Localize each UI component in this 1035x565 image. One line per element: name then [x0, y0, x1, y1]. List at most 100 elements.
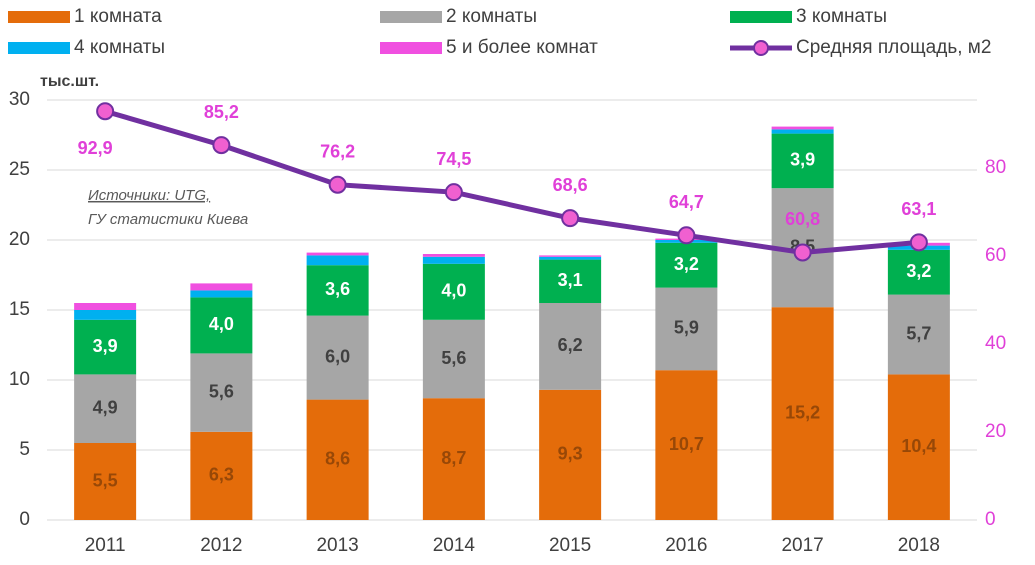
- legend-swatch: [8, 42, 70, 54]
- bar-segment: [771, 129, 834, 134]
- value-label: 4,0: [441, 281, 466, 301]
- bar-segment: [306, 399, 369, 520]
- value-label: 3,9: [790, 150, 815, 170]
- bar-segment: [74, 319, 137, 375]
- value-label: 8,6: [325, 449, 350, 469]
- y-tick-label: 30: [9, 89, 30, 110]
- legend-label: Средняя площадь, м2: [796, 37, 991, 58]
- value-label: 10,7: [669, 434, 704, 454]
- y2-tick-label: 80: [985, 157, 1006, 178]
- bar-segment: [306, 315, 369, 400]
- bar-segment: [306, 265, 369, 316]
- y2-tick-label: 40: [985, 333, 1006, 354]
- bar-segment: [422, 398, 485, 520]
- legend-label: 1 комната: [74, 6, 162, 27]
- legend-swatch: [753, 40, 769, 56]
- marker: [328, 175, 347, 194]
- y-axis-label: тыс.шт.: [40, 73, 99, 90]
- y-tick-label: 10: [9, 369, 30, 390]
- x-tick-label: 2014: [433, 535, 476, 556]
- value-label: 85,2: [204, 102, 239, 122]
- value-label: 3,2: [674, 254, 699, 274]
- value-label: 15,2: [785, 402, 820, 422]
- legend-label: 5 и более комнат: [446, 37, 598, 58]
- x-tick-label: 2017: [781, 535, 823, 556]
- value-label: 60,8: [785, 209, 820, 229]
- y-tick-label: 0: [19, 509, 30, 530]
- bar-segment: [887, 374, 950, 520]
- marker: [793, 243, 812, 262]
- bar-segment: [190, 353, 253, 432]
- bar-segment: [539, 389, 602, 520]
- value-label: 63,1: [901, 199, 936, 219]
- x-tick-label: 2013: [316, 535, 358, 556]
- value-label: 9,3: [558, 444, 583, 464]
- bar-segment: [655, 242, 718, 288]
- value-label: 74,5: [436, 149, 471, 169]
- bar-segment: [190, 283, 253, 291]
- bar-segment: [422, 319, 485, 399]
- value-label: 5,7: [906, 323, 931, 343]
- bar-segment: [887, 294, 950, 375]
- bar-segment: [306, 252, 369, 256]
- legend-swatch: [380, 42, 442, 54]
- x-tick-label: 2012: [200, 535, 242, 556]
- bar-segment: [539, 259, 602, 303]
- legend-swatch: [730, 11, 792, 23]
- annotation: Источники: UTG,: [88, 187, 210, 204]
- bar-segment: [74, 443, 137, 520]
- bar-segment: [74, 303, 137, 310]
- value-label: 5,9: [674, 318, 699, 338]
- y2-tick-label: 20: [985, 421, 1006, 442]
- value-label: 64,7: [669, 192, 704, 212]
- bar-segment: [422, 256, 485, 264]
- x-tick-label: 2018: [898, 535, 940, 556]
- bar-segment: [539, 303, 602, 390]
- legend-swatch: [8, 11, 70, 23]
- bar-segment: [422, 254, 485, 257]
- bar-segment: [74, 374, 137, 443]
- y-tick-label: 20: [9, 229, 30, 250]
- value-label: 68,6: [553, 175, 588, 195]
- y-tick-label: 15: [9, 299, 30, 320]
- bar-segment: [190, 431, 253, 520]
- value-label: 5,5: [93, 470, 118, 490]
- bar-segment: [655, 287, 718, 371]
- bar-segment: [771, 133, 834, 189]
- value-label: 6,3: [209, 465, 234, 485]
- marker: [212, 136, 231, 155]
- bar-segment: [190, 290, 253, 298]
- bar-segment: [539, 256, 602, 260]
- y2-tick-label: 60: [985, 245, 1006, 266]
- bar-segment: [771, 126, 834, 130]
- value-label: 3,6: [325, 279, 350, 299]
- marker: [909, 233, 928, 252]
- value-label: 76,2: [320, 141, 355, 161]
- legend-label: 3 комнаты: [796, 6, 887, 27]
- line: [104, 108, 920, 255]
- bar-segment: [190, 297, 253, 354]
- value-label: 8,7: [441, 448, 466, 468]
- bar-segment: [74, 310, 137, 320]
- value-label: 3,1: [558, 270, 583, 290]
- bar-segment: [539, 255, 602, 257]
- y-tick-label: 5: [19, 439, 30, 460]
- value-label: 4,0: [209, 314, 234, 334]
- marker: [444, 183, 463, 202]
- value-label: 4,9: [93, 397, 118, 417]
- annotation: ГУ статистики Киева: [88, 211, 248, 228]
- legend-swatch: [380, 11, 442, 23]
- value-label: 6,0: [325, 346, 350, 366]
- bar-segment: [655, 370, 718, 520]
- bar-segment: [887, 249, 950, 295]
- y2-tick-label: 0: [985, 509, 996, 530]
- value-label: 3,2: [906, 261, 931, 281]
- value-label: 3,9: [93, 336, 118, 356]
- x-tick-label: 2015: [549, 535, 591, 556]
- value-label: 5,6: [441, 348, 466, 368]
- bar-segment: [422, 263, 485, 320]
- marker: [96, 102, 115, 121]
- legend-label: 4 комнаты: [74, 37, 165, 58]
- marker: [561, 209, 580, 228]
